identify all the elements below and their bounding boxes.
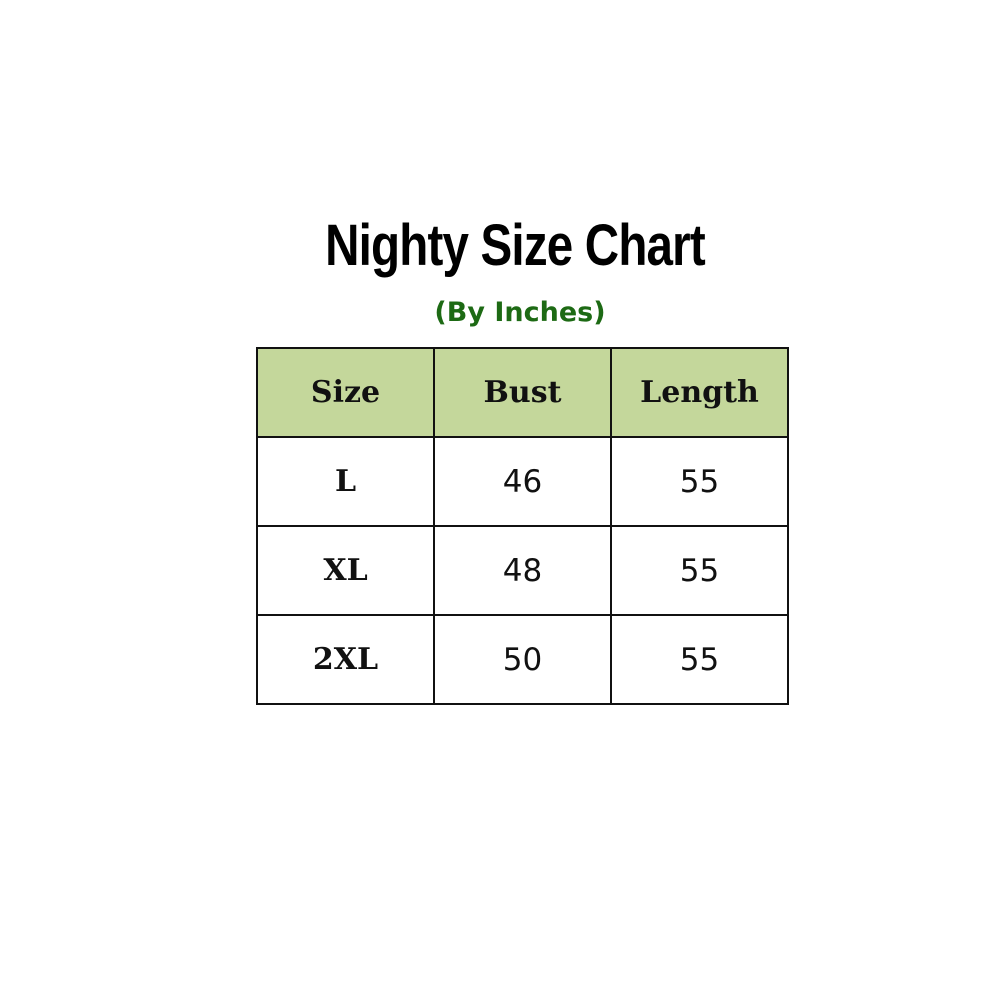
- bust-cell: 46: [433, 436, 612, 527]
- size-cell: L: [256, 436, 435, 527]
- length-cell: 55: [610, 436, 789, 527]
- length-cell: 55: [610, 525, 789, 616]
- size-cell: XL: [256, 525, 435, 616]
- size-cell: 2XL: [256, 614, 435, 705]
- table-header-row: Size Bust Length: [256, 347, 789, 438]
- table-row: 2XL 50 55: [256, 614, 789, 705]
- chart-subtitle: (By Inches): [434, 297, 606, 328]
- table-row: L 46 55: [256, 436, 789, 527]
- table-row: XL 48 55: [256, 525, 789, 616]
- header-bust: Bust: [433, 347, 612, 438]
- size-table: Size Bust Length L 46 55 XL 48 55 2XL 50…: [256, 347, 789, 705]
- header-size: Size: [256, 347, 435, 438]
- bust-cell: 50: [433, 614, 612, 705]
- bust-cell: 48: [433, 525, 612, 616]
- chart-title: Nighty Size Chart: [325, 213, 706, 278]
- header-length: Length: [610, 347, 789, 438]
- length-cell: 55: [610, 614, 789, 705]
